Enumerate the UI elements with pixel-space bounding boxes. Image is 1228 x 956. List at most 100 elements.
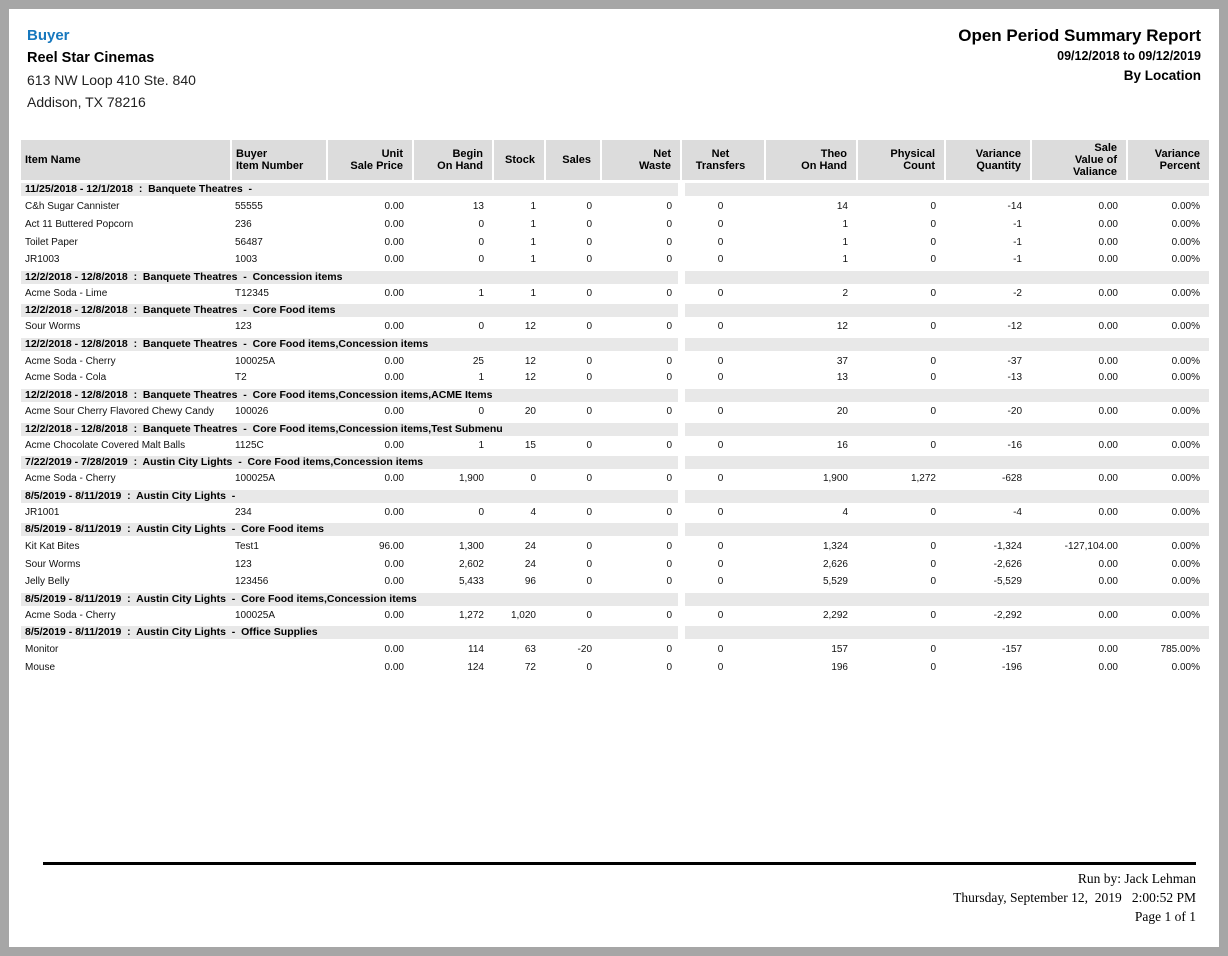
table-row: Sour Worms 123 0.00 2,602 24 0 0 0 2,626 0 -2,626 0… [21, 555, 1209, 573]
cell-1: 1125C [235, 439, 264, 451]
cell-1: 234 [235, 506, 252, 518]
column-header-1: Buyer Item Number [230, 140, 327, 182]
cell-12: 0.00% [1171, 558, 1200, 570]
cell-8: 1,324 [822, 541, 848, 552]
cell-10: -2 [1013, 287, 1022, 299]
cell-2: 96.00 [378, 541, 404, 552]
run-by-text: Run by: Jack Lehman [1077, 871, 1196, 886]
cell-4: 1 [530, 253, 536, 265]
cell-1: 123456 [235, 575, 269, 587]
cell-1: Test1 [235, 541, 259, 552]
cell-10: -5,529 [993, 575, 1022, 587]
cell-5: 0 [586, 355, 592, 367]
cell-11: 0.00 [1098, 355, 1118, 367]
cell-11: 0.00 [1098, 287, 1118, 299]
cell-1 [231, 640, 327, 658]
column-header-8: Theo On Hand [764, 140, 857, 182]
cell-8: 1,900 [822, 473, 848, 485]
cell-11: 0.00 [1098, 558, 1118, 570]
cell-10: -4 [1013, 506, 1022, 518]
cell-0: Acme Sour Cherry Flavored Chewy Candy [25, 406, 214, 418]
cell-5: 0 [586, 253, 592, 265]
cell-8: 20 [836, 406, 848, 418]
cell-5: 0 [586, 575, 592, 587]
cell-9: 0 [930, 558, 936, 570]
cell-7: 0 [717, 541, 724, 552]
cell-6: 0 [666, 201, 672, 212]
cell-11: 0.00 [1098, 473, 1118, 485]
cell-3: 0 [478, 506, 484, 518]
cell-12: 0.00% [1171, 541, 1200, 552]
column-header-3: Begin On Hand [412, 140, 493, 182]
report-title: Open Period Summary Report [958, 26, 1201, 45]
group-header-label: 12/2/2018 - 12/8/2018 : Banquete Theatre… [21, 386, 681, 404]
cell-2: 0.00 [384, 558, 404, 570]
cell-10: -37 [1007, 355, 1022, 367]
cell-3: 5,433 [458, 575, 484, 587]
table-row: Acme Soda - Lime T12345 0.00 1 1 0 0 0 2 0 -2 0.00 0… [21, 285, 1209, 303]
cell-10: -196 [1001, 661, 1022, 673]
cell-10: -628 [1001, 473, 1022, 485]
column-header-9: Physical Count [856, 140, 945, 182]
report-header: Buyer Reel Star Cinemas 613 NW Loop 410 … [27, 25, 1201, 113]
cell-8: 1 [842, 218, 848, 230]
group-header-row: 8/5/2019 - 8/11/2019 : Austin City Light… [21, 520, 1209, 538]
cell-4: 4 [530, 506, 536, 518]
column-header-6: Net Waste [600, 140, 681, 182]
cell-2: 0.00 [384, 644, 404, 655]
cell-4: 0 [530, 473, 536, 485]
cell-2: 0.00 [384, 201, 404, 212]
cell-12: 0.00% [1171, 609, 1200, 621]
cell-9: 0 [930, 372, 936, 384]
cell-2: 0.00 [384, 439, 404, 451]
cell-6: 0 [666, 406, 672, 418]
cell-6: 0 [666, 253, 672, 265]
cell-8: 37 [836, 355, 848, 367]
cell-0: Monitor [25, 644, 59, 655]
group-header-row: 8/5/2019 - 8/11/2019 : Austin City Light… [21, 486, 1209, 505]
cell-11: 0.00 [1098, 321, 1118, 333]
cell-0: Mouse [25, 661, 56, 673]
cell-0: C&h Sugar Cannister [25, 201, 120, 212]
cell-7: 0 [717, 661, 724, 673]
table-header-row: Item Name Buyer Item Number Unit Sale Pric… [21, 140, 1209, 182]
cell-11: 0.00 [1098, 644, 1118, 655]
company-block: Buyer Reel Star Cinemas 613 NW Loop 410 … [27, 25, 196, 113]
table-row: Act 11 Buttered Popcorn 236 0.00 0 1 0 0 0 1 0 -1 0… [21, 215, 1209, 233]
cell-1: T2 [235, 372, 247, 384]
cell-10: -1 [1013, 236, 1022, 248]
group-header-label: 11/25/2018 - 12/1/2018 : Banquete Theatr… [21, 180, 681, 198]
cell-10: -1,324 [993, 541, 1022, 552]
cell-9: 0 [930, 406, 936, 418]
cell-3: 1 [478, 287, 484, 299]
cell-12: 785.00% [1160, 644, 1200, 655]
cell-8: 2 [842, 287, 848, 299]
cell-11: 0.00 [1098, 253, 1118, 265]
buyer-link[interactable]: Buyer [27, 27, 70, 44]
group-header-spacer [677, 589, 1209, 608]
group-header-row: 12/2/2018 - 12/8/2018 : Banquete Theatre… [21, 301, 1209, 319]
table-row: JR1003 1003 0.00 0 1 0 0 0 1 0 -1 0.00 0.00% [21, 251, 1209, 269]
cell-1: 123 [235, 558, 252, 570]
cell-3: 0 [478, 236, 484, 248]
table-row: Acme Soda - Cola T2 0.00 1 12 0 0 0 13 0 -13 0.00 0.… [21, 370, 1209, 388]
group-header-row: 11/25/2018 - 12/1/2018 : Banquete Theatr… [21, 180, 1209, 198]
cell-7: 0 [717, 644, 724, 655]
cell-4: 1 [530, 236, 536, 248]
cell-0: Kit Kat Bites [25, 541, 80, 552]
cell-11: 0.00 [1098, 372, 1118, 384]
cell-12: 0.00% [1171, 506, 1200, 518]
cell-1: 123 [235, 321, 252, 333]
cell-6: 0 [666, 287, 672, 299]
cell-1: 56487 [235, 236, 263, 248]
cell-11: 0.00 [1098, 661, 1118, 673]
cell-0: JR1003 [25, 253, 60, 265]
group-header-row: 8/5/2019 - 8/11/2019 : Austin City Light… [21, 589, 1209, 608]
page-footer: Run by: Jack Lehman Thursday, September … [43, 862, 1196, 926]
table-row: Kit Kat Bites Test1 96.00 1,300 24 0 0 0 1,324 0 -… [21, 537, 1209, 555]
cell-7: 0 [717, 439, 724, 451]
cell-8: 16 [836, 439, 848, 451]
cell-8: 2,626 [822, 558, 848, 570]
table-row: Acme Soda - Cherry 100025A 0.00 1,900 0 0 0 0 1,… [21, 470, 1209, 488]
cell-2: 0.00 [384, 575, 404, 587]
